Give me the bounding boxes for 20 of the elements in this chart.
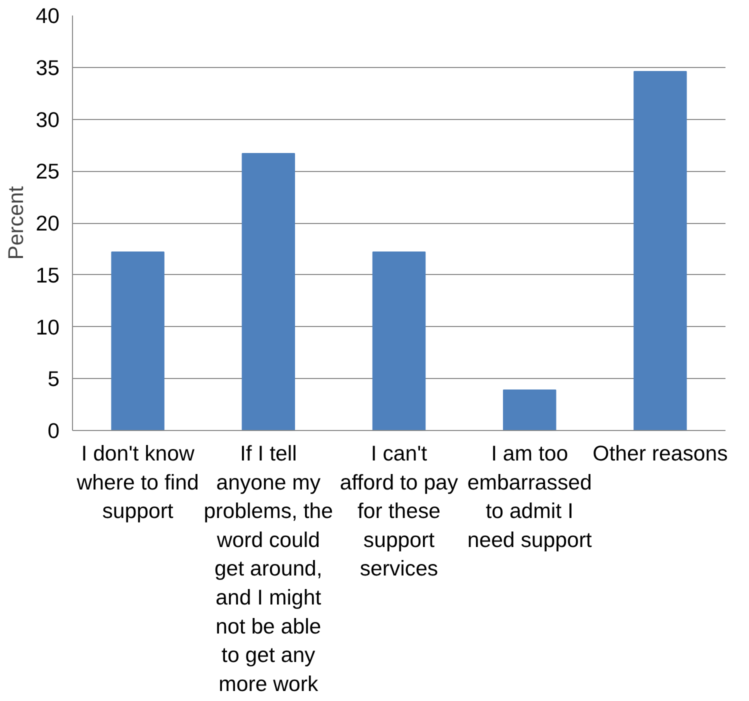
y-tick-label: 25 bbox=[36, 160, 60, 184]
category-label: If I tell anyone my problems, the word could get around, and I might not be able to get any more work bbox=[204, 442, 334, 696]
x-tick-label: I can't afford to pay for these support services bbox=[340, 442, 458, 581]
y-axis-title: Percent bbox=[4, 186, 28, 260]
bar bbox=[372, 252, 426, 430]
bar bbox=[242, 152, 296, 430]
y-tick-label: 5 bbox=[48, 367, 60, 392]
x-tick-label: I am too embarrassed to admit I need support bbox=[467, 442, 592, 552]
x-tick-label: Other reasons bbox=[592, 442, 728, 466]
x-tick-label: I don't know where to find support bbox=[76, 442, 199, 524]
bar bbox=[111, 252, 164, 430]
y-tick-label: 30 bbox=[36, 108, 60, 132]
y-tick-label: 40 bbox=[36, 4, 60, 28]
bar bbox=[502, 390, 556, 430]
y-tick-label: 0 bbox=[48, 419, 60, 443]
y-tick-label: 15 bbox=[36, 263, 60, 288]
y-tick-label: 35 bbox=[36, 56, 60, 80]
y-tick-label: 20 bbox=[36, 212, 60, 236]
y-tick-label: 10 bbox=[36, 315, 60, 340]
bar bbox=[634, 71, 687, 430]
